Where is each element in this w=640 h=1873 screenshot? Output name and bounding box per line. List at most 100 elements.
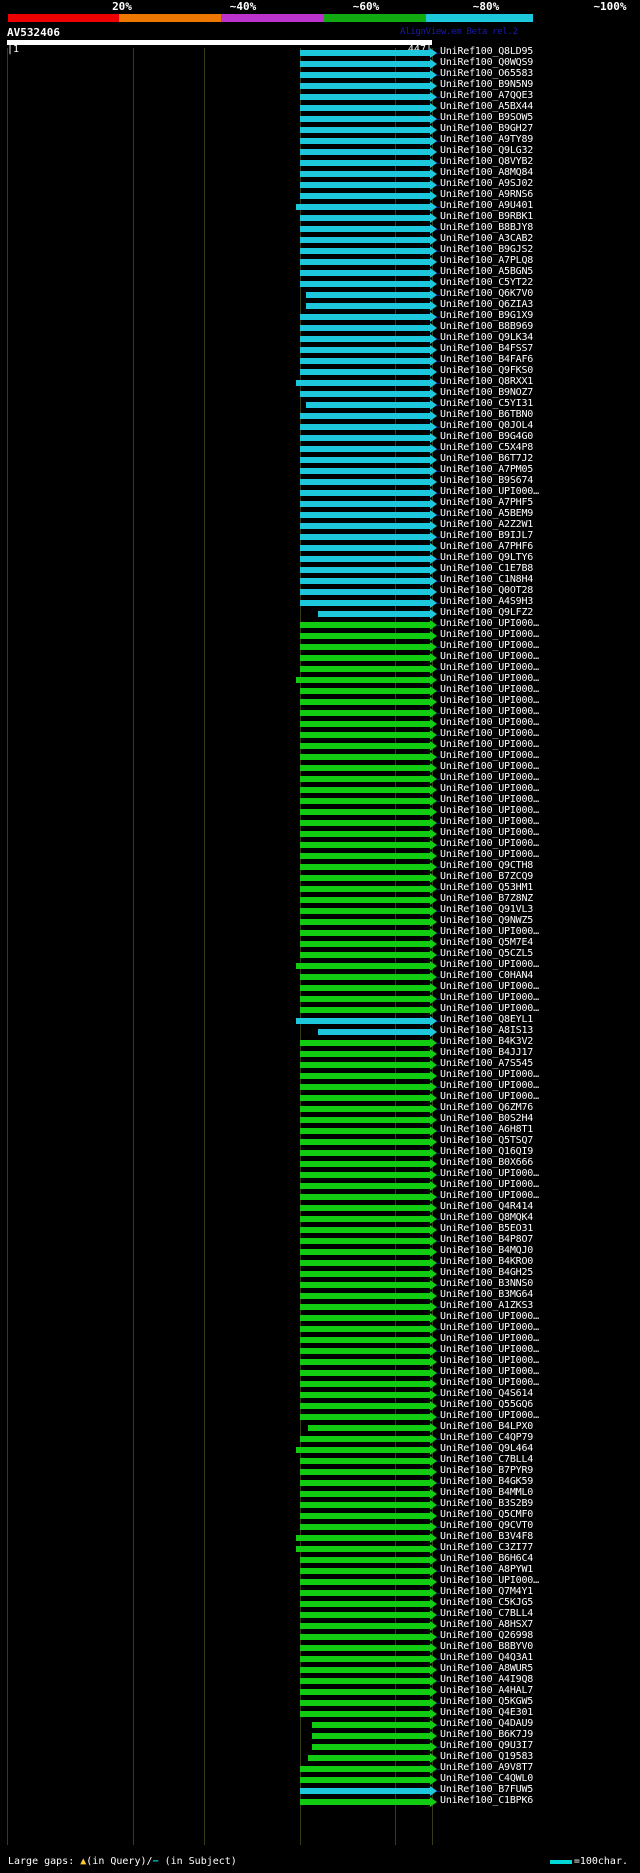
hit-label[interactable]: UniRef100_UPI000… <box>440 629 539 640</box>
hit-alignment-bar[interactable] <box>300 1062 430 1068</box>
hit-row[interactable]: UniRef100_Q9U3I7 <box>0 1740 640 1753</box>
hit-row[interactable]: UniRef100_UPI000… <box>0 827 640 840</box>
hit-alignment-bar[interactable] <box>300 919 430 925</box>
hit-alignment-bar[interactable] <box>300 853 430 859</box>
hit-label[interactable]: UniRef100_Q4Q3A1 <box>440 1652 534 1663</box>
hit-row[interactable]: UniRef100_Q7M4Y1 <box>0 1586 640 1599</box>
hit-label[interactable]: UniRef100_A5BGN5 <box>440 266 534 277</box>
hit-row[interactable]: UniRef100_Q4R414 <box>0 1201 640 1214</box>
hit-alignment-bar[interactable] <box>306 402 430 408</box>
hit-alignment-bar[interactable] <box>300 1392 430 1398</box>
hit-label[interactable]: UniRef100_Q0OT28 <box>440 585 534 596</box>
hit-label[interactable]: UniRef100_UPI000… <box>440 1190 539 1201</box>
hit-label[interactable]: UniRef100_Q9CTH8 <box>440 860 534 871</box>
hit-alignment-bar[interactable] <box>300 1381 430 1387</box>
hit-alignment-bar[interactable] <box>300 1678 430 1684</box>
hit-alignment-bar[interactable] <box>300 391 430 397</box>
hit-row[interactable]: UniRef100_B6T7J2 <box>0 453 640 466</box>
hit-row[interactable]: UniRef100_B4P8O7 <box>0 1234 640 1247</box>
hit-row[interactable]: UniRef100_UPI000… <box>0 926 640 939</box>
hit-alignment-bar[interactable] <box>300 160 430 166</box>
hit-label[interactable]: UniRef100_B9N5N9 <box>440 79 534 90</box>
hit-row[interactable]: UniRef100_B9NOZ7 <box>0 387 640 400</box>
hit-alignment-bar[interactable] <box>300 556 430 562</box>
hit-row[interactable]: UniRef100_A9RNS6 <box>0 189 640 202</box>
hit-alignment-bar[interactable] <box>300 446 430 452</box>
hit-alignment-bar[interactable] <box>300 699 430 705</box>
hit-label[interactable]: UniRef100_C7BLL4 <box>440 1608 534 1619</box>
hit-label[interactable]: UniRef100_UPI000… <box>440 1344 539 1355</box>
hit-label[interactable]: UniRef100_Q8EYL1 <box>440 1014 534 1025</box>
hit-row[interactable]: UniRef100_A4HAL7 <box>0 1685 640 1698</box>
hit-alignment-bar[interactable] <box>300 743 430 749</box>
hit-alignment-bar[interactable] <box>300 886 430 892</box>
hit-row[interactable]: UniRef100_A8IS13 <box>0 1025 640 1038</box>
hit-row[interactable]: UniRef100_B9G4G0 <box>0 431 640 444</box>
hit-alignment-bar[interactable] <box>300 1084 430 1090</box>
hit-row[interactable]: UniRef100_A7PLQ8 <box>0 255 640 268</box>
hit-row[interactable]: UniRef100_B4MML0 <box>0 1487 640 1500</box>
hit-label[interactable]: UniRef100_B6TBN0 <box>440 409 534 420</box>
hit-label[interactable]: UniRef100_B7FUW5 <box>440 1784 534 1795</box>
hit-label[interactable]: UniRef100_UPI000… <box>440 739 539 750</box>
hit-alignment-bar[interactable] <box>300 215 430 221</box>
hit-row[interactable]: UniRef100_UPI000… <box>0 640 640 653</box>
hit-label[interactable]: UniRef100_A9TY89 <box>440 134 534 145</box>
hit-label[interactable]: UniRef100_C1BPK6 <box>440 1795 534 1806</box>
hit-label[interactable]: UniRef100_UPI000… <box>440 684 539 695</box>
hit-row[interactable]: UniRef100_Q91VL3 <box>0 904 640 917</box>
hit-label[interactable]: UniRef100_UPI000… <box>440 772 539 783</box>
hit-alignment-bar[interactable] <box>300 633 430 639</box>
hit-alignment-bar[interactable] <box>300 1227 430 1233</box>
hit-alignment-bar[interactable] <box>300 149 430 155</box>
hit-alignment-bar[interactable] <box>300 281 430 287</box>
hit-row[interactable]: UniRef100_Q5M7E4 <box>0 937 640 950</box>
hit-alignment-bar[interactable] <box>300 413 430 419</box>
hit-alignment-bar[interactable] <box>300 347 430 353</box>
hit-label[interactable]: UniRef100_UPI000… <box>440 794 539 805</box>
hit-label[interactable]: UniRef100_C1E7B8 <box>440 563 534 574</box>
hit-row[interactable]: UniRef100_B7FUW5 <box>0 1784 640 1797</box>
hit-row[interactable]: UniRef100_UPI000… <box>0 728 640 741</box>
hit-row[interactable]: UniRef100_UPI000… <box>0 662 640 675</box>
hit-label[interactable]: UniRef100_C4QWL0 <box>440 1773 534 1784</box>
hit-label[interactable]: UniRef100_B8B969 <box>440 321 534 332</box>
hit-label[interactable]: UniRef100_UPI000… <box>440 1377 539 1388</box>
hit-row[interactable]: UniRef100_UPI000… <box>0 1355 640 1368</box>
hit-row[interactable]: UniRef100_B8B969 <box>0 321 640 334</box>
hit-alignment-bar[interactable] <box>300 1194 430 1200</box>
hit-alignment-bar[interactable] <box>300 1469 430 1475</box>
hit-row[interactable]: UniRef100_UPI000… <box>0 1179 640 1192</box>
hit-alignment-bar[interactable] <box>308 1425 430 1431</box>
hit-label[interactable]: UniRef100_Q8LD95 <box>440 46 534 57</box>
hit-row[interactable]: UniRef100_B8BYV0 <box>0 1641 640 1654</box>
hit-label[interactable]: UniRef100_UPI000… <box>440 1366 539 1377</box>
hit-label[interactable]: UniRef100_B4FAF6 <box>440 354 534 365</box>
hit-row[interactable]: UniRef100_UPI000… <box>0 706 640 719</box>
hit-label[interactable]: UniRef100_Q5TSQ7 <box>440 1135 534 1146</box>
hit-label[interactable]: UniRef100_UPI000… <box>440 750 539 761</box>
hit-alignment-bar[interactable] <box>300 1359 430 1365</box>
hit-row[interactable]: UniRef100_C4QP79 <box>0 1432 640 1445</box>
hit-row[interactable]: UniRef100_B7ZCQ9 <box>0 871 640 884</box>
hit-row[interactable]: UniRef100_Q53HM1 <box>0 882 640 895</box>
hit-row[interactable]: UniRef100_UPI000… <box>0 651 640 664</box>
hit-label[interactable]: UniRef100_Q8MQK4 <box>440 1212 534 1223</box>
hit-label[interactable]: UniRef100_Q8VYB2 <box>440 156 534 167</box>
hit-row[interactable]: UniRef100_UPI000… <box>0 849 640 862</box>
hit-alignment-bar[interactable] <box>300 248 430 254</box>
hit-alignment-bar[interactable] <box>300 1370 430 1376</box>
hit-alignment-bar[interactable] <box>300 655 430 661</box>
hit-row[interactable]: UniRef100_O65583 <box>0 68 640 81</box>
hit-row[interactable]: UniRef100_UPI000… <box>0 1190 640 1203</box>
hit-row[interactable]: UniRef100_Q9NWZ5 <box>0 915 640 928</box>
hit-label[interactable]: UniRef100_UPI000… <box>440 1080 539 1091</box>
hit-alignment-bar[interactable] <box>300 1458 430 1464</box>
hit-label[interactable]: UniRef100_UPI000… <box>440 1003 539 1014</box>
hit-label[interactable]: UniRef100_UPI000… <box>440 805 539 816</box>
hit-alignment-bar[interactable] <box>300 1304 430 1310</box>
hit-label[interactable]: UniRef100_B9S674 <box>440 475 534 486</box>
hit-row[interactable]: UniRef100_C5YT22 <box>0 277 640 290</box>
hit-alignment-bar[interactable] <box>300 105 430 111</box>
hit-alignment-bar[interactable] <box>296 204 430 210</box>
